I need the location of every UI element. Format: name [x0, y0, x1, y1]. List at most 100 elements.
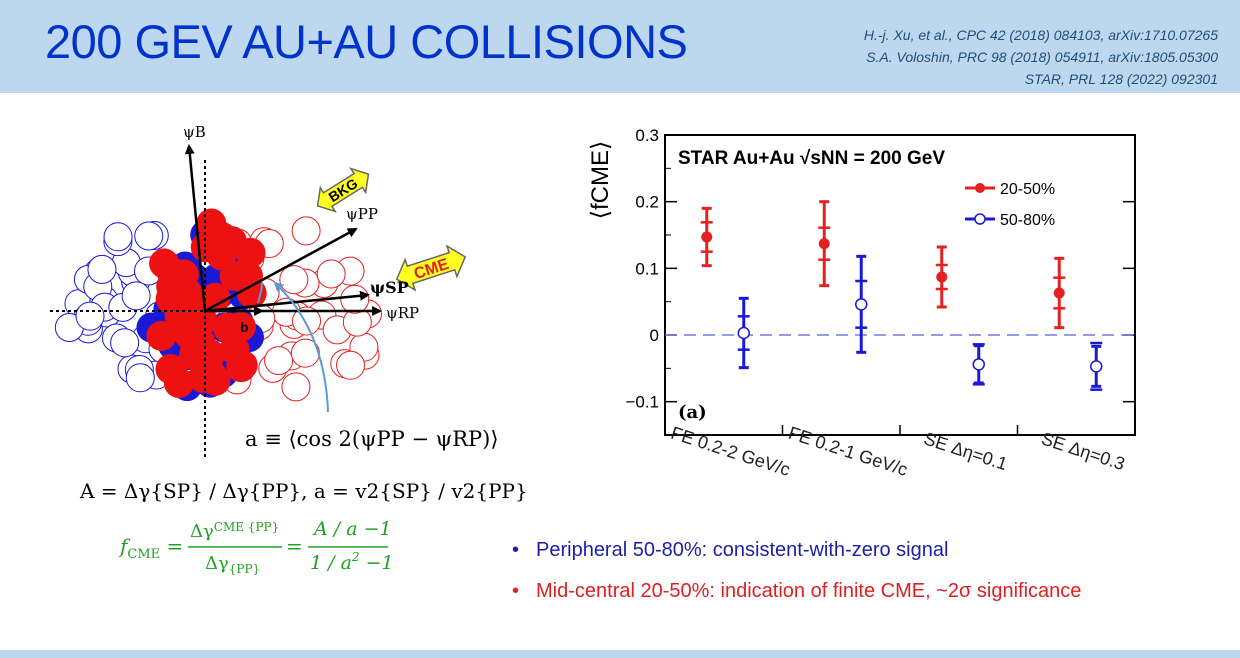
data-point-20-50% — [1053, 287, 1065, 299]
bullet-peripheral: • Peripheral 50-80%: consistent-with-zero… — [512, 539, 949, 561]
nucleon-participant-red — [155, 283, 186, 314]
nucleon-participant-red — [206, 221, 237, 252]
nucleons-red-filled — [146, 208, 267, 399]
nucleon-participant-red — [173, 318, 204, 349]
nucleon-spectator-red — [215, 265, 245, 295]
angle-arc — [273, 281, 329, 413]
nucleon-spectator-red — [279, 265, 309, 295]
nucleon-spectator-red — [336, 350, 366, 380]
nucleon-participant-blue — [162, 299, 193, 330]
bullet-midcentral: • Mid-central 20-50%: indication of finit… — [512, 580, 1082, 602]
equation-A: A = Δγ{SP} / Δγ{PP}, a = v2{SP} / v2{PP} — [79, 479, 528, 503]
nucleon-spectator-red — [258, 353, 288, 383]
nucleon-participant-red — [149, 248, 180, 279]
nucleon-participant-blue — [150, 312, 181, 343]
nucleon-spectator-red — [276, 341, 306, 371]
reference-1: H.-j. Xu, et al., CPC 42 (2018) 084103, … — [863, 27, 1218, 43]
nucleon-spectator-red — [235, 244, 265, 274]
x-tick-label: FE 0.2-1 GeV/c — [786, 423, 910, 480]
nucleon-spectator-blue — [214, 252, 244, 282]
nucleon-spectator-blue — [194, 224, 224, 254]
nucleon-participant-blue — [179, 263, 210, 294]
svg-text:A / a −1: A / a −1 — [312, 518, 392, 540]
nucleon-spectator-blue — [83, 272, 113, 302]
svg-text:=: = — [286, 534, 303, 558]
nucleon-spectator-blue — [89, 285, 119, 315]
nucleon-spectator-red — [209, 303, 239, 333]
nucleon-spectator-blue — [183, 343, 213, 373]
nucleon-spectator-blue — [139, 220, 169, 250]
nucleon-spectator-blue — [124, 354, 154, 384]
nucleon-participant-red — [212, 312, 243, 343]
nucleon-participant-red — [157, 355, 188, 386]
nucleon-participant-blue — [209, 312, 240, 343]
nucleon-spectator-red — [216, 266, 246, 296]
nucleon-participant-red — [206, 240, 237, 271]
nucleon-spectator-red — [254, 229, 284, 259]
nucleon-participant-red — [235, 237, 266, 268]
nucleon-participant-red — [200, 365, 231, 396]
nucleon-spectator-blue — [170, 311, 200, 341]
nucleon-spectator-blue — [73, 314, 103, 344]
nucleon-participant-red — [232, 260, 263, 291]
nucleon-spectator-blue — [165, 314, 195, 344]
nucleon-spectator-red — [244, 311, 274, 341]
nucleon-spectator-blue — [131, 324, 161, 354]
psi-rp-label: ψRP — [386, 304, 419, 322]
nucleon-spectator-blue — [121, 267, 151, 297]
nucleon-spectator-red — [179, 271, 209, 301]
y-axis-label: ⟨fCME⟩ — [587, 141, 614, 220]
nucleon-participant-red — [219, 260, 250, 291]
nucleon-spectator-red — [279, 309, 309, 339]
nucleon-spectator-blue — [73, 264, 103, 294]
nucleon-participant-blue — [204, 278, 235, 309]
data-point-50-80% — [972, 358, 985, 371]
nucleon-spectator-blue — [175, 275, 205, 305]
nucleons-blue-filled — [136, 219, 264, 402]
nucleon-spectator-blue — [181, 322, 211, 352]
nucleon-participant-red — [189, 347, 220, 378]
data-point-20-50% — [936, 271, 948, 283]
bullet-dot: • — [512, 580, 520, 602]
plot-frame — [664, 134, 1136, 436]
nucleon-spectator-red — [192, 317, 222, 347]
nucleon-spectator-red — [223, 228, 253, 258]
header-bar — [0, 0, 1240, 93]
svg-text:fCME =: fCME = — [118, 534, 183, 562]
nucleon-spectator-red — [180, 317, 210, 347]
x-tick-label: SE Δη=0.1 — [921, 428, 1010, 474]
data-point-50-80% — [737, 326, 750, 340]
nucleon-spectator-blue — [141, 360, 171, 390]
nucleon-participant-red — [187, 305, 218, 336]
nucleon-spectator-red — [353, 299, 383, 329]
nucleon-participant-red — [173, 303, 204, 334]
b-label: b — [240, 319, 249, 335]
nucleon-participant-blue — [223, 306, 254, 337]
chart-title: STAR Au+Au √sNN = 200 GeV — [678, 148, 945, 169]
equation-fcme: fCME = ΔγCME {PP} Δγ{PP} = A / a −1 1 / … — [118, 518, 394, 576]
nucleon-spectator-red — [190, 296, 220, 326]
nucleon-participant-red — [216, 226, 247, 257]
nucleon-participant-blue — [172, 371, 203, 402]
nucleon-spectator-red — [290, 268, 320, 298]
nucleon-spectator-blue — [134, 221, 164, 251]
nucleon-participant-red — [155, 353, 186, 384]
nucleon-spectator-blue — [125, 363, 155, 393]
nucleon-spectator-blue — [101, 323, 131, 353]
psi-sp-label: ψSP — [370, 278, 409, 297]
nucleon-spectator-red — [291, 216, 321, 246]
nucleon-spectator-red — [281, 372, 311, 402]
psi-pp-arrow — [204, 227, 358, 313]
nucleon-spectator-blue — [215, 322, 245, 352]
nucleon-participant-blue — [222, 255, 253, 286]
nucleon-spectator-red — [209, 285, 239, 315]
nucleon-spectator-red — [182, 275, 212, 305]
nucleon-participant-red — [195, 339, 226, 370]
slide-title: 200 GEV AU+AU COLLISIONS — [45, 15, 688, 68]
reference-2: S.A. Voloshin, PRC 98 (2018) 054911, arX… — [866, 49, 1218, 65]
nucleon-participant-red — [168, 259, 199, 290]
nucleon-participant-blue — [201, 263, 232, 294]
panel-label: (a) — [678, 402, 707, 423]
x-tick-label: SE Δη=0.3 — [1039, 428, 1128, 474]
nucleon-spectator-red — [186, 277, 216, 307]
